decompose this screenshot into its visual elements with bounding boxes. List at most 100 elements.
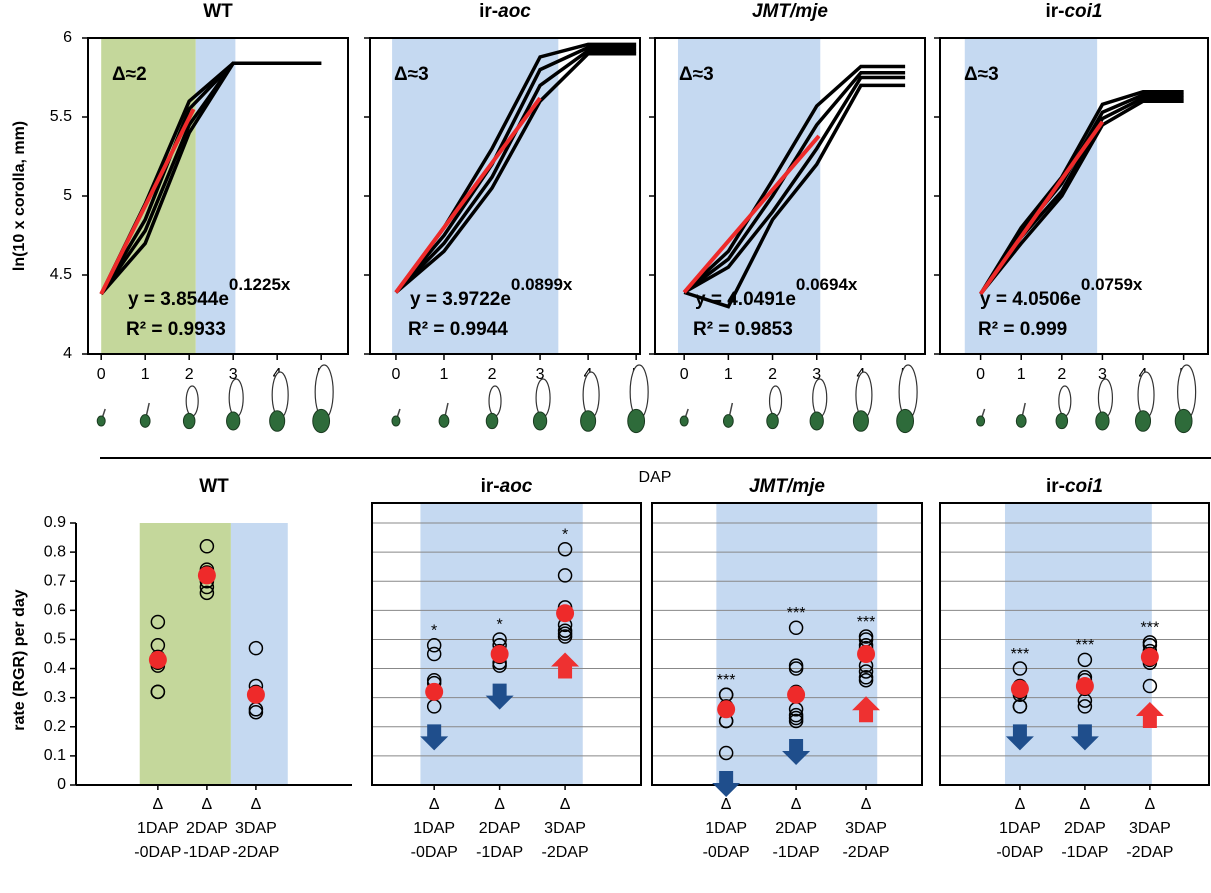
data-point (557, 541, 573, 557)
x-tick-label: Δ (153, 796, 164, 813)
fit-line (99, 108, 196, 295)
equation-text: y = 4.0491e (695, 289, 796, 310)
flower-icon (679, 415, 689, 427)
data-point (1012, 699, 1028, 714)
flower-icon (812, 378, 828, 418)
equation-exponent: 0.1225x (229, 275, 291, 294)
x-tick-label: -2DAP (1126, 844, 1173, 861)
title-part: aoc (498, 1, 531, 22)
flower-icon (1015, 414, 1027, 428)
down-arrow (712, 770, 741, 797)
x-tick-label: 1DAP (137, 820, 179, 837)
data-point (426, 638, 442, 653)
flower-icon (627, 408, 646, 434)
x-tick-label: -0DAP (411, 844, 458, 861)
flower-icon (488, 385, 502, 417)
x-tick-label: 3 (812, 366, 821, 383)
flower-icon (1135, 410, 1152, 432)
down-arrow (1005, 724, 1034, 751)
significance-stars: *** (857, 614, 876, 631)
flower-icon (269, 410, 286, 432)
panel-title: WT (199, 476, 229, 497)
x-tick-label: -2DAP (232, 844, 279, 861)
data-point (788, 713, 804, 729)
flower-icon (485, 412, 499, 430)
x-tick-label: 3 (536, 366, 545, 383)
significance-stars: * (562, 526, 568, 543)
title-part: JMT/mje (752, 1, 828, 22)
equation-text: y = 4.0506e (980, 289, 1081, 310)
x-tick-label: 0 (976, 366, 985, 383)
x-tick-label: -0DAP (134, 844, 181, 861)
flower-icon (1097, 378, 1114, 418)
plot-frame (651, 502, 923, 786)
title-part: JMT/mje (749, 476, 825, 497)
x-tick-label: 2 (185, 366, 194, 383)
flower-icon (976, 415, 986, 427)
title-part: ir- (1046, 476, 1065, 497)
x-tick-label: 2DAP (775, 820, 817, 837)
panel-title: ir-coi1 (1046, 476, 1103, 497)
x-tick-label: Δ (861, 796, 872, 813)
y-tick-label: 0.9 (44, 514, 66, 531)
plot-frame (371, 502, 642, 786)
x-tick-label: 1 (1017, 366, 1026, 383)
x-tick-label: 3 (229, 366, 238, 383)
panel-title: JMT/mje (752, 1, 828, 22)
y-tick-label: 0.6 (44, 602, 66, 619)
delta-annotation: Δ≈2 (112, 64, 147, 85)
data-point (718, 745, 734, 761)
data-point (248, 640, 264, 656)
mean-marker (246, 685, 265, 704)
down-arrow (782, 738, 811, 765)
x-tick-label: 2DAP (1064, 820, 1106, 837)
y-tick-label: 0.3 (44, 689, 66, 706)
x-tick-label: 3DAP (235, 820, 277, 837)
title-part: WT (203, 1, 233, 22)
r-squared: R² = 0.999 (978, 319, 1067, 340)
flower-icon (1095, 411, 1110, 431)
data-point (557, 568, 573, 583)
data-point (557, 629, 573, 644)
significance-stars: *** (1141, 620, 1160, 637)
data-point (150, 614, 166, 630)
growth-line (394, 45, 637, 294)
fit-equation: y = 4.0491e0.0694x (695, 275, 858, 310)
title-part: WT (199, 476, 229, 497)
fit-equation: y = 4.0506e0.0759x (980, 275, 1143, 310)
flower-icon (852, 410, 869, 432)
data-point (788, 661, 804, 676)
mean-marker (425, 682, 444, 701)
up-arrow (852, 696, 881, 723)
flower-icon (96, 415, 106, 427)
x-tick-label: 1 (724, 366, 733, 383)
equation-exponent: 0.0899x (511, 275, 573, 294)
x-tick-label: 2 (488, 366, 497, 383)
r-squared: R² = 0.9944 (408, 319, 508, 340)
up-arrow (1135, 702, 1164, 729)
down-arrow (420, 724, 449, 751)
significance-stars: *** (787, 605, 806, 622)
significance-stars: *** (1076, 637, 1095, 654)
equation-text: y = 3.9722e (410, 289, 511, 310)
data-point (150, 684, 166, 700)
flower-icon (535, 378, 551, 418)
growth-line (683, 71, 906, 294)
x-axis-label: DAP (639, 469, 672, 486)
x-tick-label: -2DAP (842, 844, 889, 861)
panel-title: ir-aoc (481, 476, 533, 497)
flower-icon (228, 378, 244, 418)
plot-frame (939, 502, 1210, 786)
equation-text: y = 3.8544e (128, 289, 229, 310)
shaded-region (420, 503, 583, 785)
x-tick-label: 0 (97, 366, 106, 383)
x-tick-label: Δ (251, 796, 262, 813)
flower-icon (532, 411, 548, 431)
title-part: ir- (481, 476, 500, 497)
x-tick-label: Δ (1080, 796, 1091, 813)
y-tick-label: 0.7 (44, 572, 66, 589)
title-part: coi1 (1064, 1, 1102, 22)
fit-equation: y = 3.8544e0.1225x (128, 275, 291, 310)
fit-line (394, 96, 542, 294)
